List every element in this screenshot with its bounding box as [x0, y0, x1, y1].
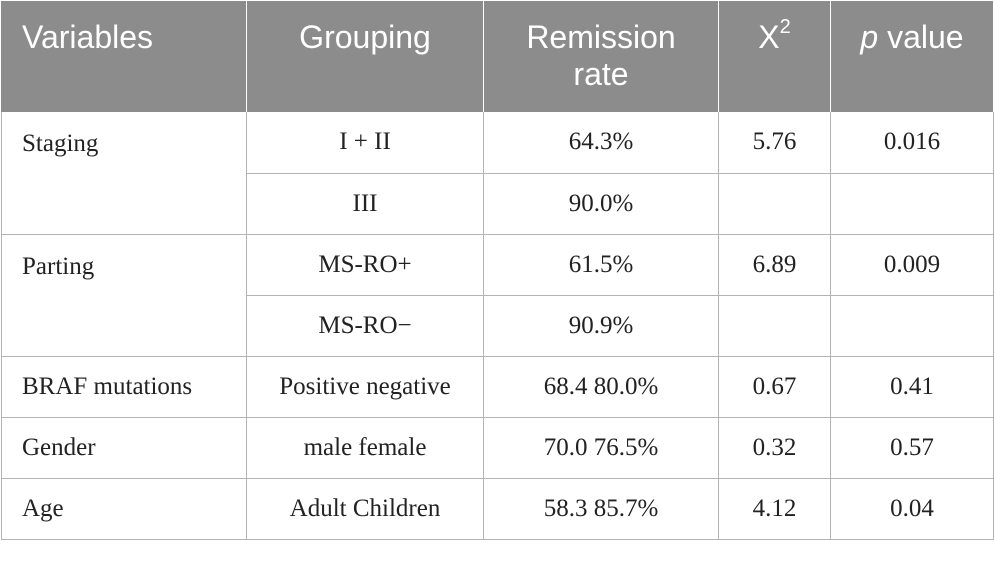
header-grouping-text: Grouping — [299, 19, 431, 55]
cell-variable-braf: BRAF mutations — [1, 355, 247, 418]
cell-variable-parting: Parting — [1, 233, 247, 357]
cell-rate-parting-2: 90.9% — [483, 294, 719, 357]
cell-variable-age: Age — [1, 477, 247, 540]
cell-p-parting-empty — [830, 294, 994, 357]
cell-chi2-parting: 6.89 — [718, 233, 831, 296]
cell-p-staging-empty — [830, 172, 994, 235]
header-row: Variables Grouping Remission rate X2 p v… — [1, 1, 994, 112]
cell-chi2-age: 4.12 — [718, 477, 831, 540]
table-row-braf: BRAF mutations Positive negative 68.4 80… — [1, 355, 994, 418]
cell-variable-staging: Staging — [1, 112, 247, 235]
cell-rate-parting-1: 61.5% — [483, 233, 719, 296]
cell-chi2-gender: 0.32 — [718, 416, 831, 479]
header-remission-rate-text: Remission rate — [526, 19, 676, 92]
cell-chi2-staging: 5.76 — [718, 112, 831, 174]
table-row-parting: Parting MS-RO+ 61.5% 6.89 0.009 — [1, 233, 994, 357]
cell-p-parting: 0.009 — [830, 233, 994, 296]
header-variables: Variables — [1, 1, 247, 112]
cell-group-staging-2: III — [246, 172, 484, 235]
cell-p-braf: 0.41 — [830, 355, 994, 418]
cell-group-staging-1: I + II — [246, 112, 484, 174]
cell-group-parting-2: MS-RO− — [246, 294, 484, 357]
cell-variable-gender: Gender — [1, 416, 247, 479]
table-row-staging-sub: III 90.0% — [2, 172, 994, 235]
header-p-italic: p — [860, 19, 879, 55]
cell-p-staging: 0.016 — [830, 112, 994, 174]
cell-rate-braf: 68.4 80.0% — [483, 355, 719, 418]
cell-group-gender: male female — [246, 416, 484, 479]
cell-group-parting-1: MS-RO+ — [246, 233, 484, 296]
cell-rate-age: 58.3 85.7% — [483, 477, 719, 540]
header-grouping: Grouping — [246, 1, 484, 112]
cell-rate-staging-1: 64.3% — [483, 112, 719, 174]
results-table: Variables Grouping Remission rate X2 p v… — [1, 1, 994, 540]
cell-chi2-parting-empty — [718, 294, 831, 357]
cell-rate-staging-2: 90.0% — [483, 172, 719, 235]
header-remission-rate: Remission rate — [483, 1, 719, 112]
header-chi-superscript: 2 — [779, 16, 791, 38]
header-p-value: p value — [830, 1, 994, 112]
header-chi-square: X2 — [718, 1, 831, 112]
cell-p-age: 0.04 — [830, 477, 994, 540]
cell-group-braf: Positive negative — [246, 355, 484, 418]
header-variables-text: Variables — [22, 19, 154, 55]
cell-chi2-staging-empty — [718, 172, 831, 235]
cell-chi2-braf: 0.67 — [718, 355, 831, 418]
header-chi-base: X — [758, 19, 780, 55]
header-p-rest: value — [878, 19, 964, 55]
cell-rate-gender: 70.0 76.5% — [483, 416, 719, 479]
table-row-gender: Gender male female 70.0 76.5% 0.32 0.57 — [1, 416, 994, 479]
cell-group-age: Adult Children — [246, 477, 484, 540]
cell-p-gender: 0.57 — [830, 416, 994, 479]
table-row-age: Age Adult Children 58.3 85.7% 4.12 0.04 — [1, 477, 994, 540]
table-row-staging: Staging I + II 64.3% 5.76 0.016 — [1, 112, 994, 235]
